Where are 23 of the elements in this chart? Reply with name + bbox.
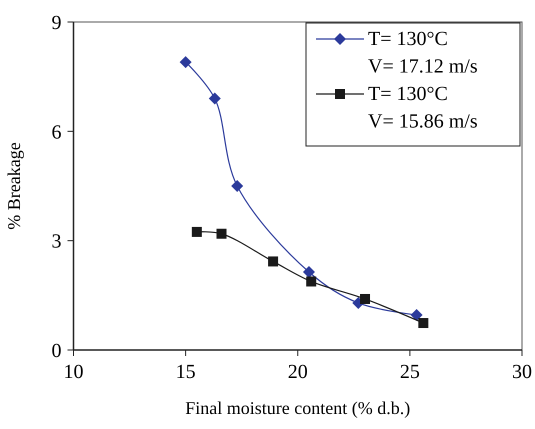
x-tick-label: 30	[512, 361, 532, 383]
y-tick-label: 9	[52, 12, 62, 34]
y-tick-label: 0	[52, 340, 62, 362]
point	[208, 92, 221, 105]
legend-label: T= 130°C V= 15.86 m/s	[368, 83, 478, 132]
point	[192, 226, 202, 237]
x-tick-label: 15	[176, 361, 196, 383]
y-tick-label: 3	[52, 230, 62, 253]
point	[306, 276, 316, 286]
legend-label: T= 130°C V= 17.12 m/s	[368, 28, 478, 78]
point	[360, 294, 370, 304]
y-tick-label: 6	[52, 121, 62, 144]
x-axis-title: Final moisture content (% d.b.)	[185, 398, 410, 418]
x-tick-label: 25	[400, 361, 420, 383]
point	[180, 56, 192, 68]
y-axis-title: % Breakage	[4, 142, 24, 230]
x-tick-label: 20	[288, 361, 308, 383]
point	[268, 256, 278, 266]
point	[410, 309, 423, 322]
x-tick-label: 10	[64, 361, 84, 383]
point	[418, 318, 428, 328]
point	[216, 228, 227, 239]
point	[231, 180, 244, 192]
